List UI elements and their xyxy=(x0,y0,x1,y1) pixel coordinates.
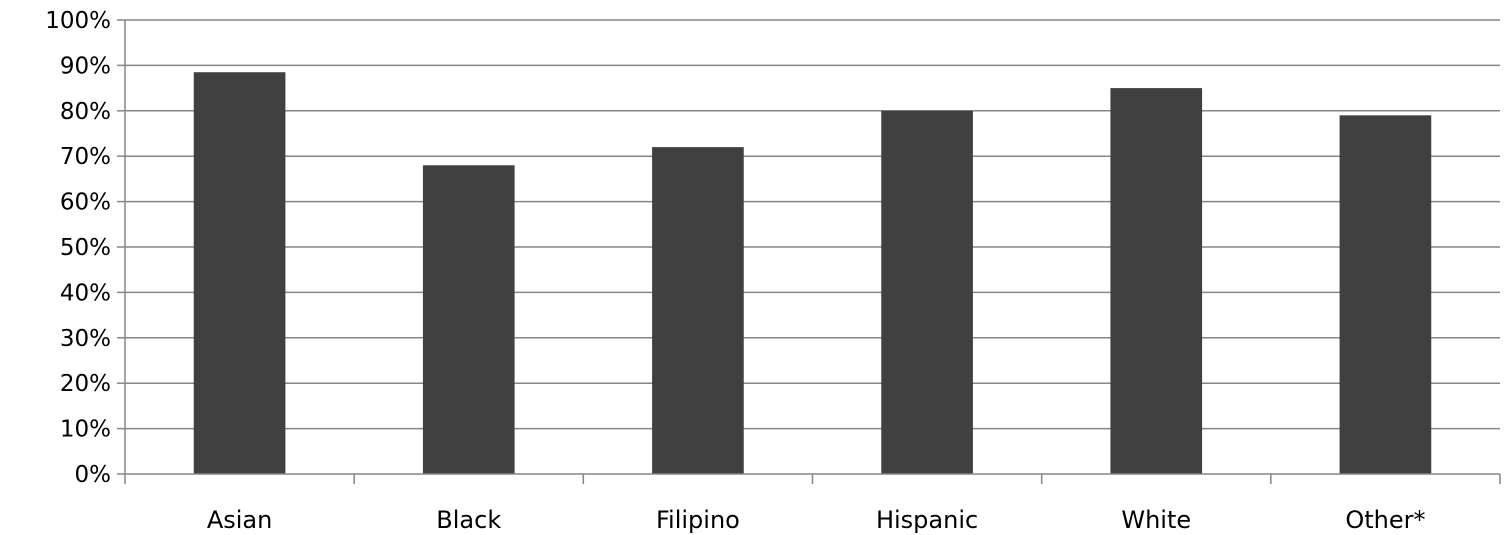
bar-asian xyxy=(193,72,286,475)
bar-other xyxy=(1339,115,1432,474)
y-tick-label: 60% xyxy=(60,190,111,216)
x-category-label: Filipino xyxy=(656,506,740,534)
bar-black xyxy=(422,165,515,474)
x-category-label: Asian xyxy=(207,506,273,534)
y-tick-label: 80% xyxy=(60,99,111,125)
bar-white xyxy=(1110,88,1203,474)
x-category-label: White xyxy=(1121,506,1191,534)
x-category-label: Other* xyxy=(1345,506,1425,534)
x-category-label: Black xyxy=(436,506,501,534)
gridlines xyxy=(125,19,1500,430)
y-tick-label: 40% xyxy=(60,280,111,306)
y-tick-label: 10% xyxy=(60,417,111,443)
y-tick-label: 100% xyxy=(45,8,111,34)
y-tick-label: 20% xyxy=(60,371,111,397)
bars xyxy=(193,72,1432,475)
bar-filipino xyxy=(652,147,744,474)
axes xyxy=(117,19,1501,484)
x-category-label: Hispanic xyxy=(876,506,978,534)
y-tick-label: 0% xyxy=(75,462,112,488)
y-tick-label: 30% xyxy=(60,326,111,352)
y-tick-label: 50% xyxy=(60,235,111,261)
y-tick-label: 90% xyxy=(60,53,111,79)
y-tick-labels: 0% 10% 20% 30% 40% 50% 60% 70% 80% 90% 100% xyxy=(45,8,111,488)
x-category-labels: Asian Black Filipino Hispanic White Other* xyxy=(207,506,1426,534)
bar-hispanic xyxy=(881,110,973,475)
y-tick-label: 70% xyxy=(60,144,111,170)
